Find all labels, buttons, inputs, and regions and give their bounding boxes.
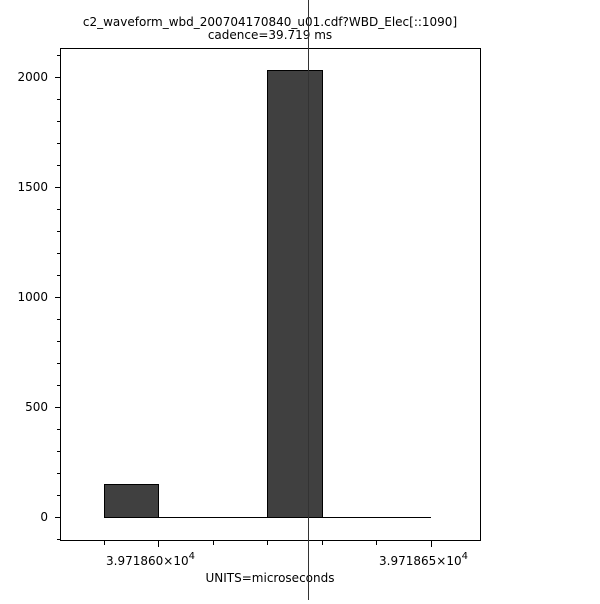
x-axis-label: UNITS=microseconds: [206, 571, 335, 585]
x-tick-label: 3.971860×104: [106, 551, 195, 568]
chart-title: c2_waveform_wbd_200704170840_u01.cdf?WBD…: [83, 15, 457, 29]
histogram-bar: [267, 70, 323, 518]
histogram-bar: [104, 484, 159, 518]
x-tick-label: 3.971865×104: [379, 551, 468, 568]
y-tick-label: 2000: [17, 70, 48, 84]
y-tick-label: 0: [40, 510, 48, 524]
tick-exponent: 4: [189, 551, 195, 562]
plot-frame: [60, 48, 481, 541]
y-tick-label: 1500: [17, 180, 48, 194]
chart-subtitle: cadence=39.719 ms: [208, 28, 332, 42]
tick-mantissa: 3.971860×10: [106, 554, 189, 568]
y-tick-label: 500: [25, 400, 48, 414]
tick-exponent: 4: [462, 551, 468, 562]
y-tick-label: 1000: [17, 290, 48, 304]
tick-mantissa: 3.971865×10: [379, 554, 462, 568]
